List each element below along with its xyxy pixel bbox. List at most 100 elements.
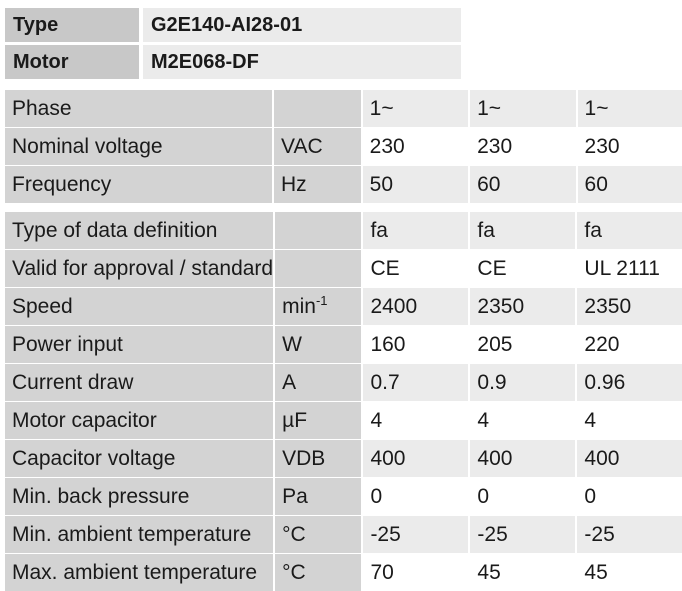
spec-value-3: 2350 bbox=[575, 287, 682, 325]
unit-text: µF bbox=[282, 408, 308, 432]
motor-value: M2E068-DF bbox=[143, 45, 461, 79]
spec-row: Capacitor voltage VDB 400 400 400 bbox=[5, 439, 682, 477]
spec-unit bbox=[273, 249, 362, 287]
group1-body: Phase 1~ 1~ 1~ Nominal voltage VAC 230 230 230 Fr… bbox=[5, 90, 682, 203]
spec-value-3: 4 bbox=[575, 401, 682, 439]
spec-value-3: -25 bbox=[575, 515, 682, 553]
spec-value-1: 4 bbox=[361, 401, 469, 439]
unit-text: Pa bbox=[282, 484, 308, 508]
unit-text: W bbox=[282, 332, 302, 356]
motor-row: Motor M2E068-DF bbox=[5, 45, 461, 79]
spec-value-1: 2400 bbox=[361, 287, 469, 325]
spec-label: Frequency bbox=[5, 165, 273, 203]
spec-label: Motor capacitor bbox=[5, 401, 274, 439]
type-header-table: Type G2E140-AI28-01 Motor M2E068-DF bbox=[5, 5, 461, 82]
spec-value-2: 60 bbox=[468, 165, 576, 203]
motor-label: Motor bbox=[5, 45, 139, 79]
spec-row: Phase 1~ 1~ 1~ bbox=[5, 90, 682, 127]
spec-row: Max. ambient temperature °C 70 45 45 bbox=[5, 553, 682, 591]
spec-row: Motor capacitor µF 4 4 4 bbox=[5, 401, 682, 439]
type-label: Type bbox=[5, 8, 139, 42]
spec-value-1: -25 bbox=[361, 515, 469, 553]
spec-row: Nominal voltage VAC 230 230 230 bbox=[5, 127, 682, 165]
spec-value-2: 205 bbox=[468, 325, 576, 363]
spec-unit: VDB bbox=[273, 439, 362, 477]
spec-label: Min. back pressure bbox=[5, 477, 274, 515]
spec-unit: µF bbox=[273, 401, 362, 439]
spec-unit: min-1 bbox=[273, 287, 362, 325]
spec-value-3: 220 bbox=[575, 325, 682, 363]
spec-value-3: fa bbox=[575, 212, 682, 249]
spec-unit: °C bbox=[273, 515, 362, 553]
spec-value-1: 230 bbox=[360, 127, 469, 165]
spec-value-3: 1~ bbox=[575, 90, 682, 127]
spec-row: Type of data definition fa fa fa bbox=[5, 212, 682, 249]
spec-unit: W bbox=[273, 325, 362, 363]
spec-unit: A bbox=[273, 363, 362, 401]
unit-text: A bbox=[282, 370, 297, 394]
spec-unit bbox=[272, 90, 361, 127]
spec-value-2: fa bbox=[468, 212, 576, 249]
spec-row: Current draw A 0.7 0.9 0.96 bbox=[5, 363, 682, 401]
spec-value-1: 0 bbox=[361, 477, 469, 515]
spec-unit: Hz bbox=[272, 165, 361, 203]
unit-text: VDB bbox=[282, 446, 326, 470]
spec-unit: Pa bbox=[273, 477, 362, 515]
spec-row: Min. ambient temperature °C -25 -25 -25 bbox=[5, 515, 682, 553]
spec-label: Min. ambient temperature bbox=[5, 515, 274, 553]
performance-spec-table: Type of data definition fa fa fa Valid for a… bbox=[5, 212, 682, 591]
spec-label: Current draw bbox=[5, 363, 274, 401]
spec-label: Nominal voltage bbox=[5, 127, 273, 165]
unit-superscript: -1 bbox=[315, 292, 328, 308]
spec-value-1: 400 bbox=[361, 439, 469, 477]
spec-value-1: 160 bbox=[361, 325, 469, 363]
spec-value-2: 4 bbox=[468, 401, 576, 439]
spec-value-1: CE bbox=[361, 249, 469, 287]
spec-value-2: -25 bbox=[468, 515, 576, 553]
spec-value-2: 0.9 bbox=[468, 363, 576, 401]
type-row: Type G2E140-AI28-01 bbox=[5, 8, 461, 42]
spec-value-2: 45 bbox=[468, 553, 576, 591]
spec-row: Speed min-1 2400 2350 2350 bbox=[5, 287, 682, 325]
spec-label: Capacitor voltage bbox=[5, 439, 274, 477]
spec-value-3: 0 bbox=[575, 477, 682, 515]
unit-text: min bbox=[282, 294, 316, 318]
spec-value-2: 1~ bbox=[468, 90, 576, 127]
spec-value-3: 0.96 bbox=[575, 363, 682, 401]
spec-value-1: 50 bbox=[360, 165, 469, 203]
spec-unit: °C bbox=[273, 553, 362, 591]
spec-label: Phase bbox=[5, 90, 273, 127]
type-value: G2E140-AI28-01 bbox=[143, 8, 461, 42]
spec-value-3: 400 bbox=[575, 439, 682, 477]
spec-row: Min. back pressure Pa 0 0 0 bbox=[5, 477, 682, 515]
spec-row: Valid for approval / standard CE CE UL 2111 bbox=[5, 249, 682, 287]
spec-label: Max. ambient temperature bbox=[5, 553, 274, 591]
spec-value-1: fa bbox=[361, 212, 469, 249]
spec-value-1: 1~ bbox=[360, 90, 469, 127]
unit-text: °C bbox=[282, 560, 306, 584]
spec-label: Power input bbox=[5, 325, 274, 363]
spec-value-1: 0.7 bbox=[361, 363, 469, 401]
spec-value-2: 0 bbox=[468, 477, 576, 515]
spec-label: Valid for approval / standard bbox=[5, 249, 274, 287]
spec-label: Type of data definition bbox=[5, 212, 274, 249]
unit-text: Hz bbox=[281, 172, 307, 196]
spec-unit: VAC bbox=[272, 127, 361, 165]
spec-value-2: 400 bbox=[468, 439, 576, 477]
spec-value-2: CE bbox=[468, 249, 576, 287]
spec-value-2: 230 bbox=[468, 127, 576, 165]
spec-value-1: 70 bbox=[361, 553, 469, 591]
spec-row: Power input W 160 205 220 bbox=[5, 325, 682, 363]
unit-text: °C bbox=[282, 522, 306, 546]
group2-body: Type of data definition fa fa fa Valid for a… bbox=[5, 212, 682, 591]
spec-row: Frequency Hz 50 60 60 bbox=[5, 165, 682, 203]
spec-value-3: UL 2111 bbox=[575, 249, 682, 287]
spec-value-3: 60 bbox=[575, 165, 682, 203]
spec-value-2: 2350 bbox=[468, 287, 576, 325]
spec-label: Speed bbox=[5, 287, 274, 325]
spec-value-3: 230 bbox=[575, 127, 682, 165]
unit-text: VAC bbox=[281, 134, 323, 158]
spec-value-3: 45 bbox=[575, 553, 682, 591]
spec-unit bbox=[273, 212, 362, 249]
electrical-spec-table: Phase 1~ 1~ 1~ Nominal voltage VAC 230 230 230 Fr… bbox=[5, 90, 682, 203]
